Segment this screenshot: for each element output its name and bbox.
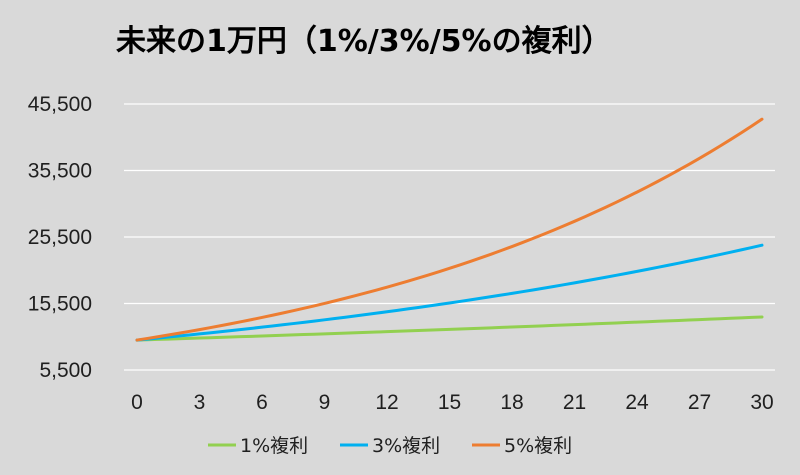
x-tick-label: 0 — [131, 391, 143, 414]
legend-label-2: 3%複利 — [372, 435, 440, 457]
series-line-3 — [135, 117, 764, 342]
x-tick-label: 24 — [625, 391, 649, 414]
x-tick-label: 3 — [194, 391, 206, 414]
x-tick-label: 21 — [563, 391, 586, 414]
y-tick-label: 45,500 — [28, 93, 92, 116]
x-tick-label: 6 — [256, 391, 268, 414]
x-tick-label: 18 — [500, 391, 523, 414]
series-lines — [135, 117, 764, 342]
y-tick-label: 35,500 — [28, 160, 92, 183]
legend-label-1: 1%複利 — [240, 435, 308, 457]
series-line-2 — [135, 243, 764, 342]
legend-label-3: 5%複利 — [504, 435, 572, 457]
y-tick-label: 5,500 — [39, 359, 92, 382]
series-line-1 — [135, 315, 764, 342]
x-tick-label: 15 — [438, 391, 461, 414]
x-tick-label: 9 — [319, 391, 331, 414]
x-tick-label: 12 — [375, 391, 398, 414]
y-axis-tick-labels: 5,500 15,500 25,500 35,500 45,500 — [28, 93, 92, 382]
x-tick-label: 30 — [750, 391, 773, 414]
x-axis-tick-labels: 0 3 6 9 12 15 18 21 24 27 30 — [131, 391, 774, 414]
y-tick-label: 25,500 — [28, 226, 92, 249]
x-tick-label: 27 — [688, 391, 711, 414]
legend: 1%複利 3%複利 5%複利 — [208, 435, 572, 457]
chart-title: 未来の1万円（1%/3%/5%の複利） — [116, 24, 612, 59]
y-tick-label: 15,500 — [28, 293, 92, 316]
